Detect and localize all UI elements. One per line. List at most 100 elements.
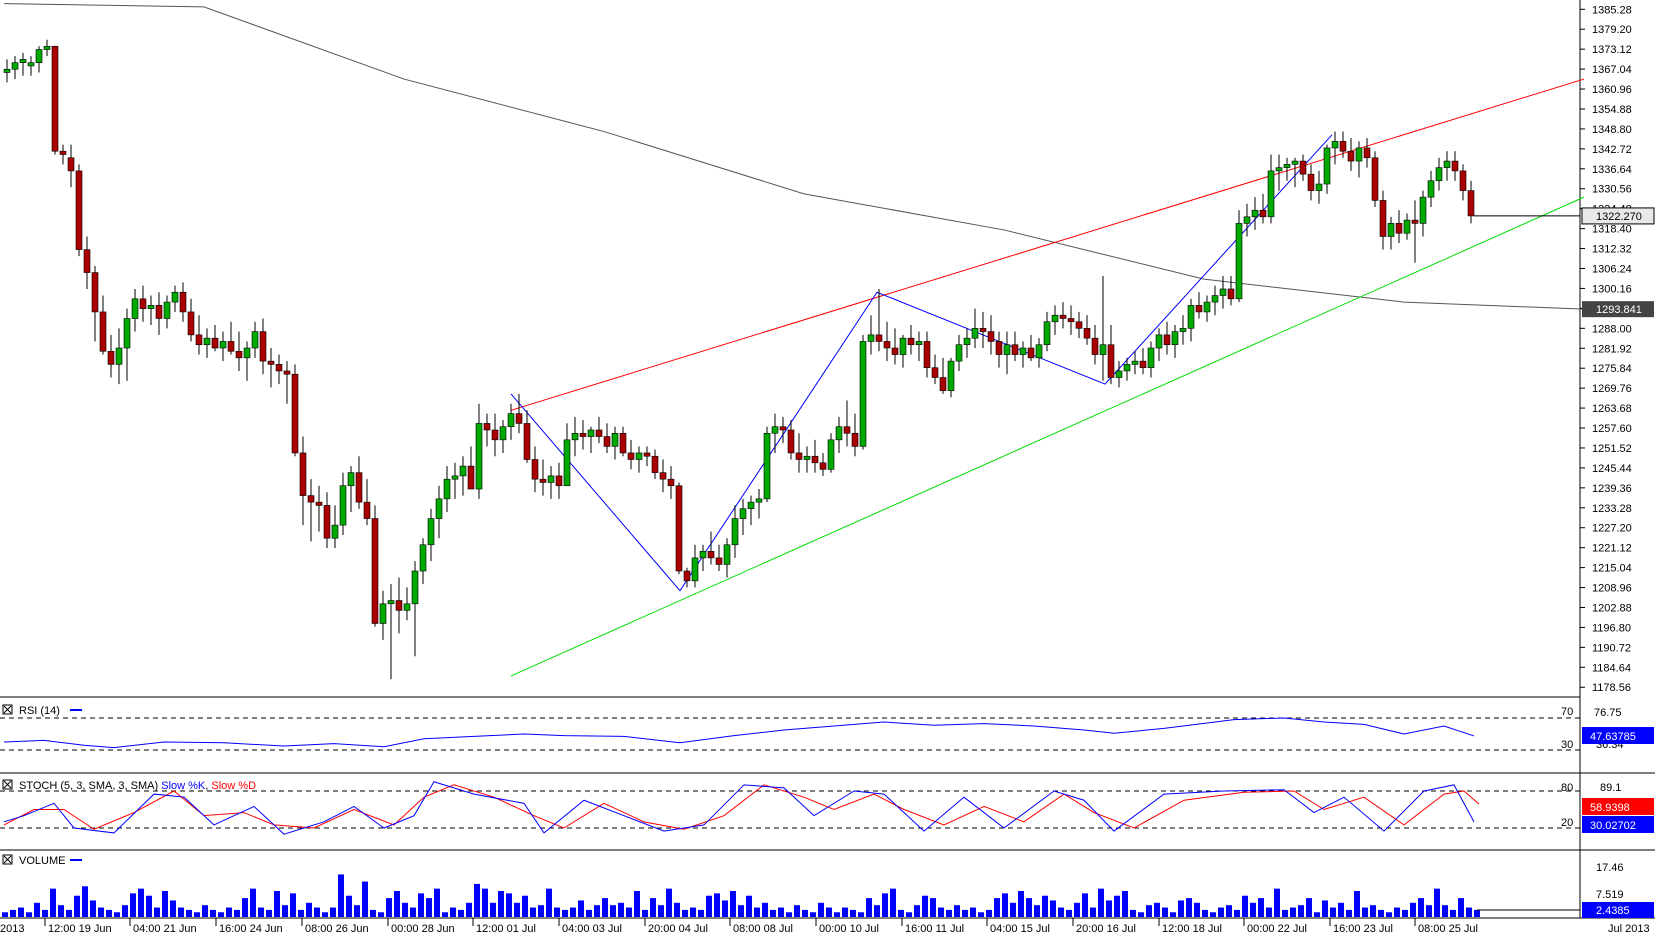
volume-bar [410, 907, 416, 917]
candle-body [339, 485, 347, 526]
volume-bar [842, 907, 848, 917]
volume-bar [922, 895, 928, 917]
volume-bar [130, 893, 136, 917]
volume-bar [210, 909, 216, 917]
volume-bar [234, 909, 240, 917]
volume-bar [1146, 905, 1152, 917]
candle-body [75, 170, 83, 250]
candle-body [435, 498, 443, 519]
candle-body [939, 377, 947, 391]
volume-bar [1354, 891, 1360, 917]
price-axis-label: 1208.96 [1592, 583, 1632, 595]
volume-bar [442, 912, 448, 917]
candle-body [219, 341, 227, 349]
candle-body [43, 45, 51, 50]
candle-body [963, 337, 971, 346]
candle-body [1323, 147, 1331, 185]
rsi-collapse-icon[interactable] [2, 704, 13, 715]
volume-bar [122, 905, 128, 917]
volume-bar [98, 907, 104, 917]
candle-body [1219, 288, 1227, 296]
volume-bar [1322, 900, 1328, 917]
volume-bar [882, 893, 888, 917]
candle-body [1395, 223, 1403, 234]
volume-bar [338, 874, 344, 917]
volume-collapse-icon[interactable] [2, 854, 13, 865]
volume-bar [1250, 902, 1256, 917]
time-axis-label: 08:00 26 Jun [305, 923, 369, 935]
volume-bar [154, 907, 160, 917]
candle-body [443, 478, 451, 500]
volume-bar [546, 888, 552, 917]
candle-body [451, 475, 459, 480]
volume-bar [274, 891, 280, 917]
candle-body [491, 429, 499, 441]
candle-body [1427, 180, 1435, 198]
volume-bar [1466, 907, 1472, 917]
candle-body [1267, 170, 1275, 218]
volume-bar [1458, 898, 1464, 917]
volume-axis-tick-bottom: 7.519 [1596, 889, 1624, 901]
support-trendline[interactable] [510, 196, 1585, 677]
candle-body [755, 498, 763, 503]
candle-body [27, 62, 35, 67]
candle-body [483, 423, 491, 431]
volume-bars [2, 874, 1480, 917]
volume-bar [738, 905, 744, 917]
volume-bar [818, 902, 824, 917]
price-axis-label: 1269.76 [1592, 383, 1632, 395]
volume-axis-tick-top: 17.46 [1596, 862, 1624, 874]
zigzag-pattern-line[interactable] [510, 134, 1333, 592]
volume-bar [1402, 909, 1408, 917]
volume-bar [146, 895, 152, 917]
price-axis-label: 1257.60 [1592, 423, 1632, 435]
volume-bar [898, 909, 904, 917]
candle-body [227, 341, 235, 352]
volume-bar [962, 909, 968, 917]
rsi-level-70-label: 70 [1561, 706, 1573, 718]
candle-body [251, 331, 259, 349]
stoch-collapse-icon[interactable] [2, 779, 13, 790]
stoch-k-label-box [1582, 798, 1654, 815]
volume-bar [1306, 898, 1312, 917]
candle-body [1171, 331, 1179, 346]
candle-body [1275, 167, 1283, 172]
resistance-trendline[interactable] [510, 78, 1585, 411]
volume-bar [1074, 902, 1080, 917]
candle-body [163, 301, 171, 319]
price-axis-label: 1318.40 [1592, 224, 1632, 236]
candle-body [1107, 344, 1115, 378]
volume-bar [570, 907, 576, 917]
candle-body [107, 350, 115, 365]
candle-body [395, 600, 403, 611]
volume-bar [362, 881, 368, 917]
candle-body [803, 455, 811, 460]
volume-bar [418, 893, 424, 917]
candle-body [651, 455, 659, 473]
rsi-pane: RSI (14) 70 30 76.75 36.34 47.63785 [0, 704, 1654, 751]
price-axis-label: 1367.04 [1592, 64, 1632, 76]
volume-bar [114, 912, 120, 917]
volume-bar [1450, 909, 1456, 917]
candle-body [363, 501, 371, 519]
volume-bar [178, 907, 184, 917]
candle-body [459, 465, 467, 477]
volume-bar [1426, 905, 1432, 917]
candle-body [643, 452, 651, 457]
candle-body [195, 334, 203, 346]
volume-bar [450, 907, 456, 917]
candle-body [1195, 305, 1203, 313]
candle-body [1467, 190, 1475, 217]
candle-body [1027, 347, 1035, 359]
volume-bar [1194, 902, 1200, 917]
time-axis-label: 04:00 21 Jun [133, 923, 197, 935]
candle-body [1099, 344, 1107, 355]
volume-bar [634, 891, 640, 917]
candle-body [1387, 223, 1395, 237]
stoch-axis-top-label: 89.1 [1600, 782, 1621, 794]
volume-bar [2, 912, 8, 917]
candle-body [971, 328, 979, 339]
candle-body [579, 432, 587, 437]
candle-body [1075, 321, 1083, 329]
volume-bar [434, 888, 440, 917]
